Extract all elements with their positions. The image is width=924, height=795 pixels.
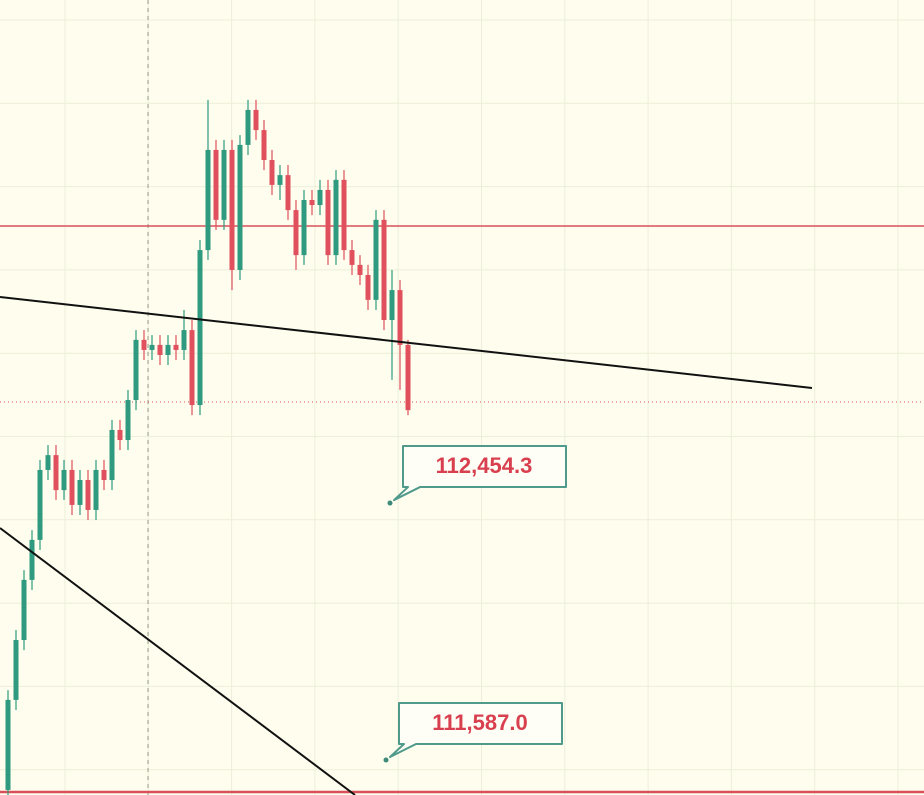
trend-line [0, 296, 813, 389]
candle-body [117, 429, 123, 441]
candle-body [381, 219, 387, 321]
callout-box [393, 445, 567, 502]
candles [5, 99, 411, 795]
callout-point [383, 757, 389, 763]
candle-body [405, 344, 411, 411]
candle-body [45, 455, 51, 470]
candle-body [165, 344, 171, 355]
candle-body [261, 130, 267, 161]
candle-body [301, 200, 307, 256]
candle-body [109, 429, 115, 481]
candle-body [53, 455, 59, 491]
candle-body [237, 144, 243, 270]
candle-body [213, 149, 219, 220]
candle-body [357, 264, 363, 275]
candle-body [141, 339, 147, 350]
candle-body [157, 344, 163, 355]
candle-body [5, 699, 11, 790]
candle-body [69, 469, 75, 505]
candle-body [285, 175, 291, 211]
candle-body [85, 480, 91, 510]
candle-body [397, 290, 403, 345]
candle-body [197, 250, 203, 406]
candle-body [229, 149, 235, 270]
candle-body [325, 189, 331, 256]
candle-body [181, 330, 187, 350]
candle-body [173, 344, 179, 350]
candle-body [189, 330, 195, 406]
callout-label: 111,587.0 [432, 710, 527, 735]
candle-body [125, 400, 131, 441]
candle-body [221, 149, 227, 220]
candle-body [13, 640, 19, 700]
candle-body [149, 344, 155, 350]
candle-body [205, 149, 211, 251]
callouts: 112,454.3 111,587.0 [383, 445, 567, 763]
candle-body [37, 469, 43, 540]
candle-body [29, 539, 35, 580]
candle-body [349, 250, 355, 265]
trend-line [0, 527, 356, 795]
callout-point [387, 500, 393, 506]
candle-body [373, 219, 379, 300]
callout-box [389, 702, 563, 759]
candle-body [253, 109, 259, 131]
candle-body [269, 160, 275, 185]
candle-body [341, 179, 347, 251]
candle-body [101, 469, 107, 481]
candle-body [365, 274, 371, 300]
candle-body [61, 469, 67, 491]
candle-body [389, 290, 395, 321]
callout-label: 112,454.3 [436, 453, 533, 478]
candle-body [133, 339, 139, 401]
candle-body [77, 480, 83, 505]
candle-body [317, 189, 323, 206]
candle-body [245, 109, 251, 145]
candle-body [93, 469, 99, 510]
candle-body [293, 210, 299, 256]
candle-body [309, 200, 315, 206]
candle-body [21, 579, 27, 641]
candle-body [277, 175, 283, 185]
candle-body [333, 179, 339, 256]
